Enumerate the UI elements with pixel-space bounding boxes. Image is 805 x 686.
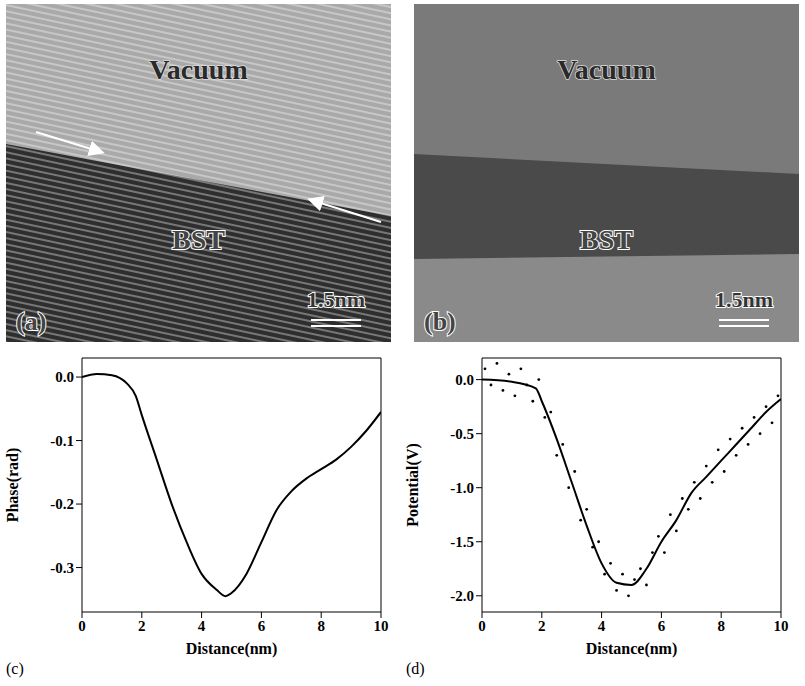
svg-text:2: 2 <box>138 618 146 634</box>
svg-text:Distance(nm): Distance(nm) <box>186 640 278 658</box>
svg-text:-0.1: -0.1 <box>50 433 74 449</box>
svg-text:10: 10 <box>374 618 389 634</box>
svg-text:(a): (a) <box>16 307 46 336</box>
svg-text:0.0: 0.0 <box>55 369 74 385</box>
svg-text:10: 10 <box>774 618 789 634</box>
svg-text:Vacuum: Vacuum <box>557 54 656 85</box>
svg-text:-1.0: -1.0 <box>450 480 474 496</box>
svg-text:BST: BST <box>580 224 633 255</box>
svg-text:6: 6 <box>258 618 266 634</box>
html-text:(c): (c) <box>6 660 24 677</box>
svg-text:2: 2 <box>538 618 546 634</box>
svg-text:-0.3: -0.3 <box>50 560 74 576</box>
svg-text:-1.5: -1.5 <box>450 534 474 550</box>
svg-text:1.5nm: 1.5nm <box>307 287 365 312</box>
svg-text:8: 8 <box>317 618 325 634</box>
svg-text:1.5nm: 1.5nm <box>715 287 773 312</box>
svg-text:-2.0: -2.0 <box>450 588 474 604</box>
svg-text:6: 6 <box>658 618 666 634</box>
svg-text:0: 0 <box>78 618 86 634</box>
svg-text:Distance(nm): Distance(nm) <box>586 640 678 658</box>
svg-text:4: 4 <box>598 618 606 634</box>
svg-text:Vacuum: Vacuum <box>149 54 248 85</box>
svg-text:0.0: 0.0 <box>455 372 474 388</box>
svg-text:Potential(V): Potential(V) <box>404 443 422 527</box>
svg-text:0: 0 <box>478 618 486 634</box>
svg-text:BST: BST <box>172 224 225 255</box>
svg-text:-0.5: -0.5 <box>450 426 474 442</box>
svg-text:-0.2: -0.2 <box>50 496 74 512</box>
html-text:(d): (d) <box>406 660 425 677</box>
svg-text:Phase(rad): Phase(rad) <box>4 448 22 523</box>
svg-text:(b): (b) <box>424 307 456 336</box>
svg-text:8: 8 <box>717 618 725 634</box>
svg-text:4: 4 <box>198 618 206 634</box>
